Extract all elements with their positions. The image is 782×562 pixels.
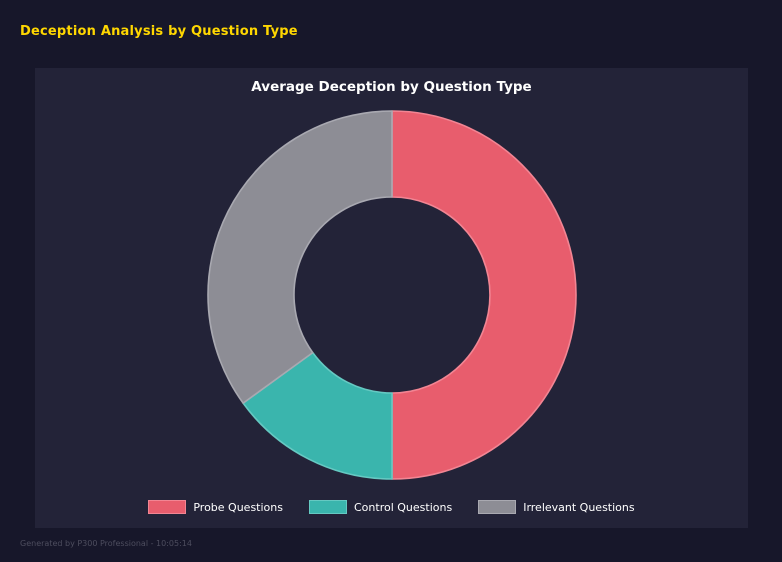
chart-legend: Probe Questions Control Questions Irreleva… bbox=[35, 500, 748, 514]
legend-item: Irrelevant Questions bbox=[478, 500, 635, 514]
legend-item: Probe Questions bbox=[148, 500, 283, 514]
legend-item: Control Questions bbox=[309, 500, 452, 514]
legend-label: Irrelevant Questions bbox=[523, 500, 635, 514]
pie-slice-irrelevant-questions bbox=[207, 110, 393, 404]
footer-text: Generated by P300 Professional - 10:05:1… bbox=[20, 539, 192, 548]
pie-slice-probe-questions bbox=[391, 110, 577, 480]
chart-panel: Average Deception by Question Type Probe… bbox=[35, 68, 748, 528]
legend-swatch bbox=[148, 500, 187, 514]
chart-title: Average Deception by Question Type bbox=[251, 79, 532, 95]
legend-label: Probe Questions bbox=[193, 500, 283, 514]
legend-swatch bbox=[309, 500, 347, 514]
legend-label: Control Questions bbox=[354, 500, 453, 514]
legend-swatch bbox=[478, 500, 517, 514]
donut-chart bbox=[207, 110, 577, 480]
page-title: Deception Analysis by Question Type bbox=[20, 24, 298, 39]
